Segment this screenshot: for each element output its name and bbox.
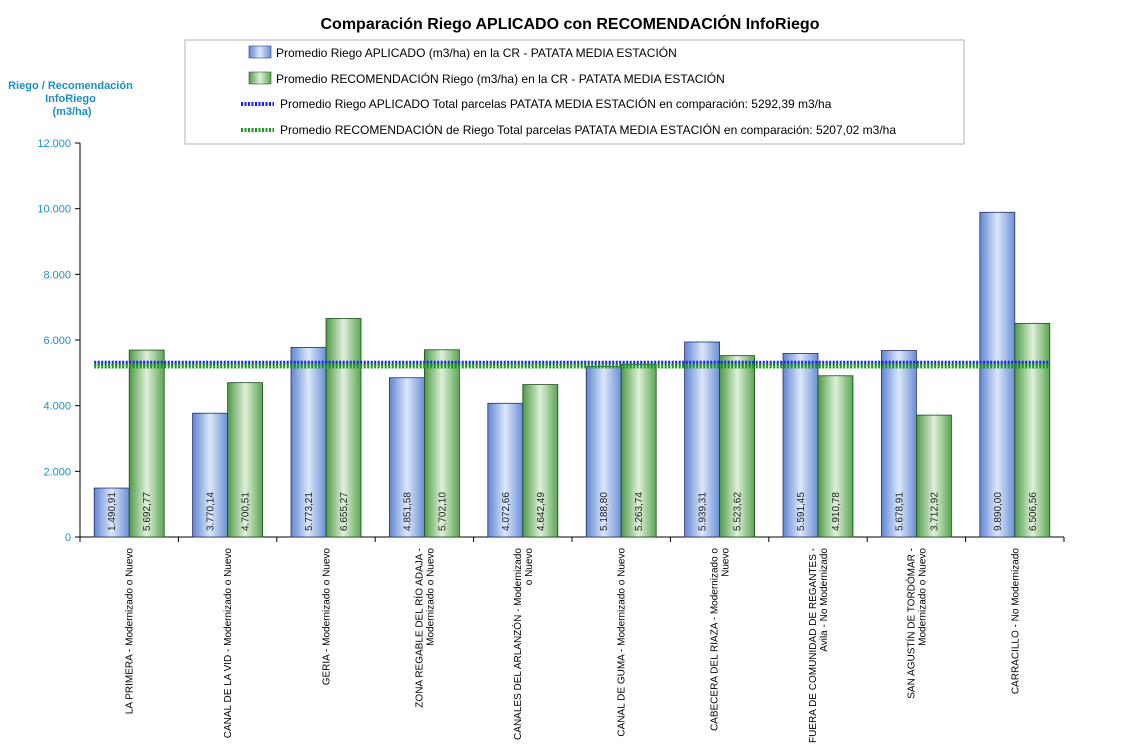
y-tick-label: 12.000 xyxy=(37,138,71,150)
y-tick-label: 8.000 xyxy=(43,269,71,281)
data-label-applied: 5.591,45 xyxy=(796,492,807,531)
category-label-line: CARRACILLO - No Modernizado xyxy=(1010,548,1021,695)
bar-recommended xyxy=(1014,322,1051,538)
category-label: GERIA - Modernizado o Nuevo xyxy=(322,548,333,686)
y-tick-label: 4.000 xyxy=(43,401,71,413)
data-label-recommended: 6.655,27 xyxy=(339,492,350,531)
data-label-applied: 5.939,31 xyxy=(698,492,709,531)
category-label-line: GERIA - Modernizado o Nuevo xyxy=(322,548,333,686)
bar-applied xyxy=(979,211,1016,538)
data-label-recommended: 4.700,51 xyxy=(241,492,252,531)
category-label-line: CANAL DE GUMA - Modernizado o Nuevo xyxy=(617,548,628,737)
bar-recommended xyxy=(325,318,362,538)
data-label-applied: 5.188,80 xyxy=(599,492,610,531)
category-label-line: LA PRIMERA - Modernizado o Nuevo xyxy=(125,548,136,715)
category-label: LA PRIMERA - Modernizado o Nuevo xyxy=(125,548,136,715)
category-label-line: CABECERA DEL RIAZA - Modernizado o xyxy=(710,548,721,731)
legend: Promedio Riego APLICADO (m3/ha) en la CR… xyxy=(184,39,965,145)
bar-recommended xyxy=(227,382,264,538)
category-label: ZONA REGABLE DEL RÍO ADAJA -Modernizado … xyxy=(412,548,436,708)
category-label-line: Nuevo xyxy=(721,548,732,577)
plot-area: 0 2.000 4.000 6.000 8.000 10.000 12.000 1.490,9… xyxy=(37,138,1065,743)
y-axis-label-line-1: Riego / Recomendación xyxy=(8,80,133,92)
data-label-applied: 3.770,14 xyxy=(206,492,217,531)
category-label: CANAL DE GUMA - Modernizado o Nuevo xyxy=(617,548,628,737)
legend-swatch-recommended xyxy=(248,71,272,85)
category-label-line: Avila - No Modernizado xyxy=(819,548,830,652)
y-axis-label: Riego / Recomendación InfoRiego (m3/ha) xyxy=(8,80,136,118)
category-label-line: Modernizado o Nuevo xyxy=(917,548,928,646)
category-label-line: Modernizado o Nuevo xyxy=(425,548,436,646)
data-label-applied: 1.490,91 xyxy=(107,492,118,531)
bar-recommended xyxy=(916,414,952,538)
bar-recommended xyxy=(128,349,165,538)
bar-applied xyxy=(388,377,425,538)
legend-label-recommended-total: Promedio RECOMENDACIÓN de Riego Total pa… xyxy=(280,122,896,137)
bar-applied xyxy=(684,341,720,538)
data-label-recommended: 6.506,56 xyxy=(1028,492,1039,531)
category-label-line: CANAL DE LA VID - Modernizado o Nuevo xyxy=(223,548,234,739)
y-axis-label-line-2: InfoRiego xyxy=(45,93,96,105)
bar-recommended xyxy=(719,355,755,538)
legend-swatch-applied xyxy=(248,45,272,59)
data-label-applied: 4.851,58 xyxy=(402,492,413,531)
category-label-line: ZONA REGABLE DEL RÍO ADAJA - xyxy=(412,548,425,708)
data-label-recommended: 4.642,49 xyxy=(536,492,547,531)
y-axis-label-line-3: (m3/ha) xyxy=(52,106,91,118)
data-label-recommended: 5.702,10 xyxy=(437,492,448,531)
bar-recommended xyxy=(423,349,460,538)
y-tick-label: 2.000 xyxy=(43,466,71,478)
data-label-applied: 4.072,66 xyxy=(501,492,512,531)
data-label-applied: 9.890,00 xyxy=(993,492,1004,531)
bar-applied xyxy=(782,353,819,538)
category-label: CANALES DEL ARLANZÓN - Modernizadoo Nuev… xyxy=(511,548,535,740)
data-label-applied: 5.773,21 xyxy=(304,492,315,531)
category-label-line: SAN AGUSTÍN DE TORDÓMAR - xyxy=(904,548,917,699)
bar-applied xyxy=(881,350,917,538)
data-label-recommended: 4.910,78 xyxy=(831,492,842,531)
category-label: SAN AGUSTÍN DE TORDÓMAR -Modernizado o N… xyxy=(904,548,928,699)
category-label: CARRACILLO - No Modernizado xyxy=(1010,548,1021,695)
data-label-recommended: 3.712,92 xyxy=(929,492,940,531)
category-label-line: o Nuevo xyxy=(524,548,535,586)
category-label-line: CANALES DEL ARLANZÓN - Modernizado xyxy=(511,548,524,740)
bar-recommended xyxy=(522,384,559,538)
legend-label-recommended: Promedio RECOMENDACIÓN Riego (m3/ha) en … xyxy=(276,71,725,86)
y-tick-label: 10.000 xyxy=(37,204,71,216)
chart-title: Comparación Riego APLICADO con RECOMENDA… xyxy=(321,14,820,33)
data-label-recommended: 5.263,74 xyxy=(634,492,645,531)
bar-applied xyxy=(290,347,327,538)
legend-box xyxy=(184,39,965,145)
data-label-applied: 5.678,91 xyxy=(894,492,905,531)
bar-applied xyxy=(192,412,229,538)
y-tick-label: 0 xyxy=(65,532,71,544)
bar-applied xyxy=(93,487,130,538)
data-label-recommended: 5.692,77 xyxy=(142,492,153,531)
category-label: CABECERA DEL RIAZA - Modernizado oNuevo xyxy=(710,548,732,731)
bar-recommended xyxy=(620,363,657,538)
legend-label-applied-total: Promedio Riego APLICADO Total parcelas P… xyxy=(280,96,832,111)
category-label: CANAL DE LA VID - Modernizado o Nuevo xyxy=(223,548,234,739)
y-tick-label: 6.000 xyxy=(43,335,71,347)
category-label: FUERA DE COMUNIDAD DE REGANTES -Avila - … xyxy=(808,548,830,743)
bar-recommended xyxy=(817,375,854,538)
legend-label-applied: Promedio Riego APLICADO (m3/ha) en la CR… xyxy=(276,45,677,60)
category-label-line: FUERA DE COMUNIDAD DE REGANTES - xyxy=(808,548,819,743)
data-label-recommended: 5.523,62 xyxy=(733,492,744,531)
